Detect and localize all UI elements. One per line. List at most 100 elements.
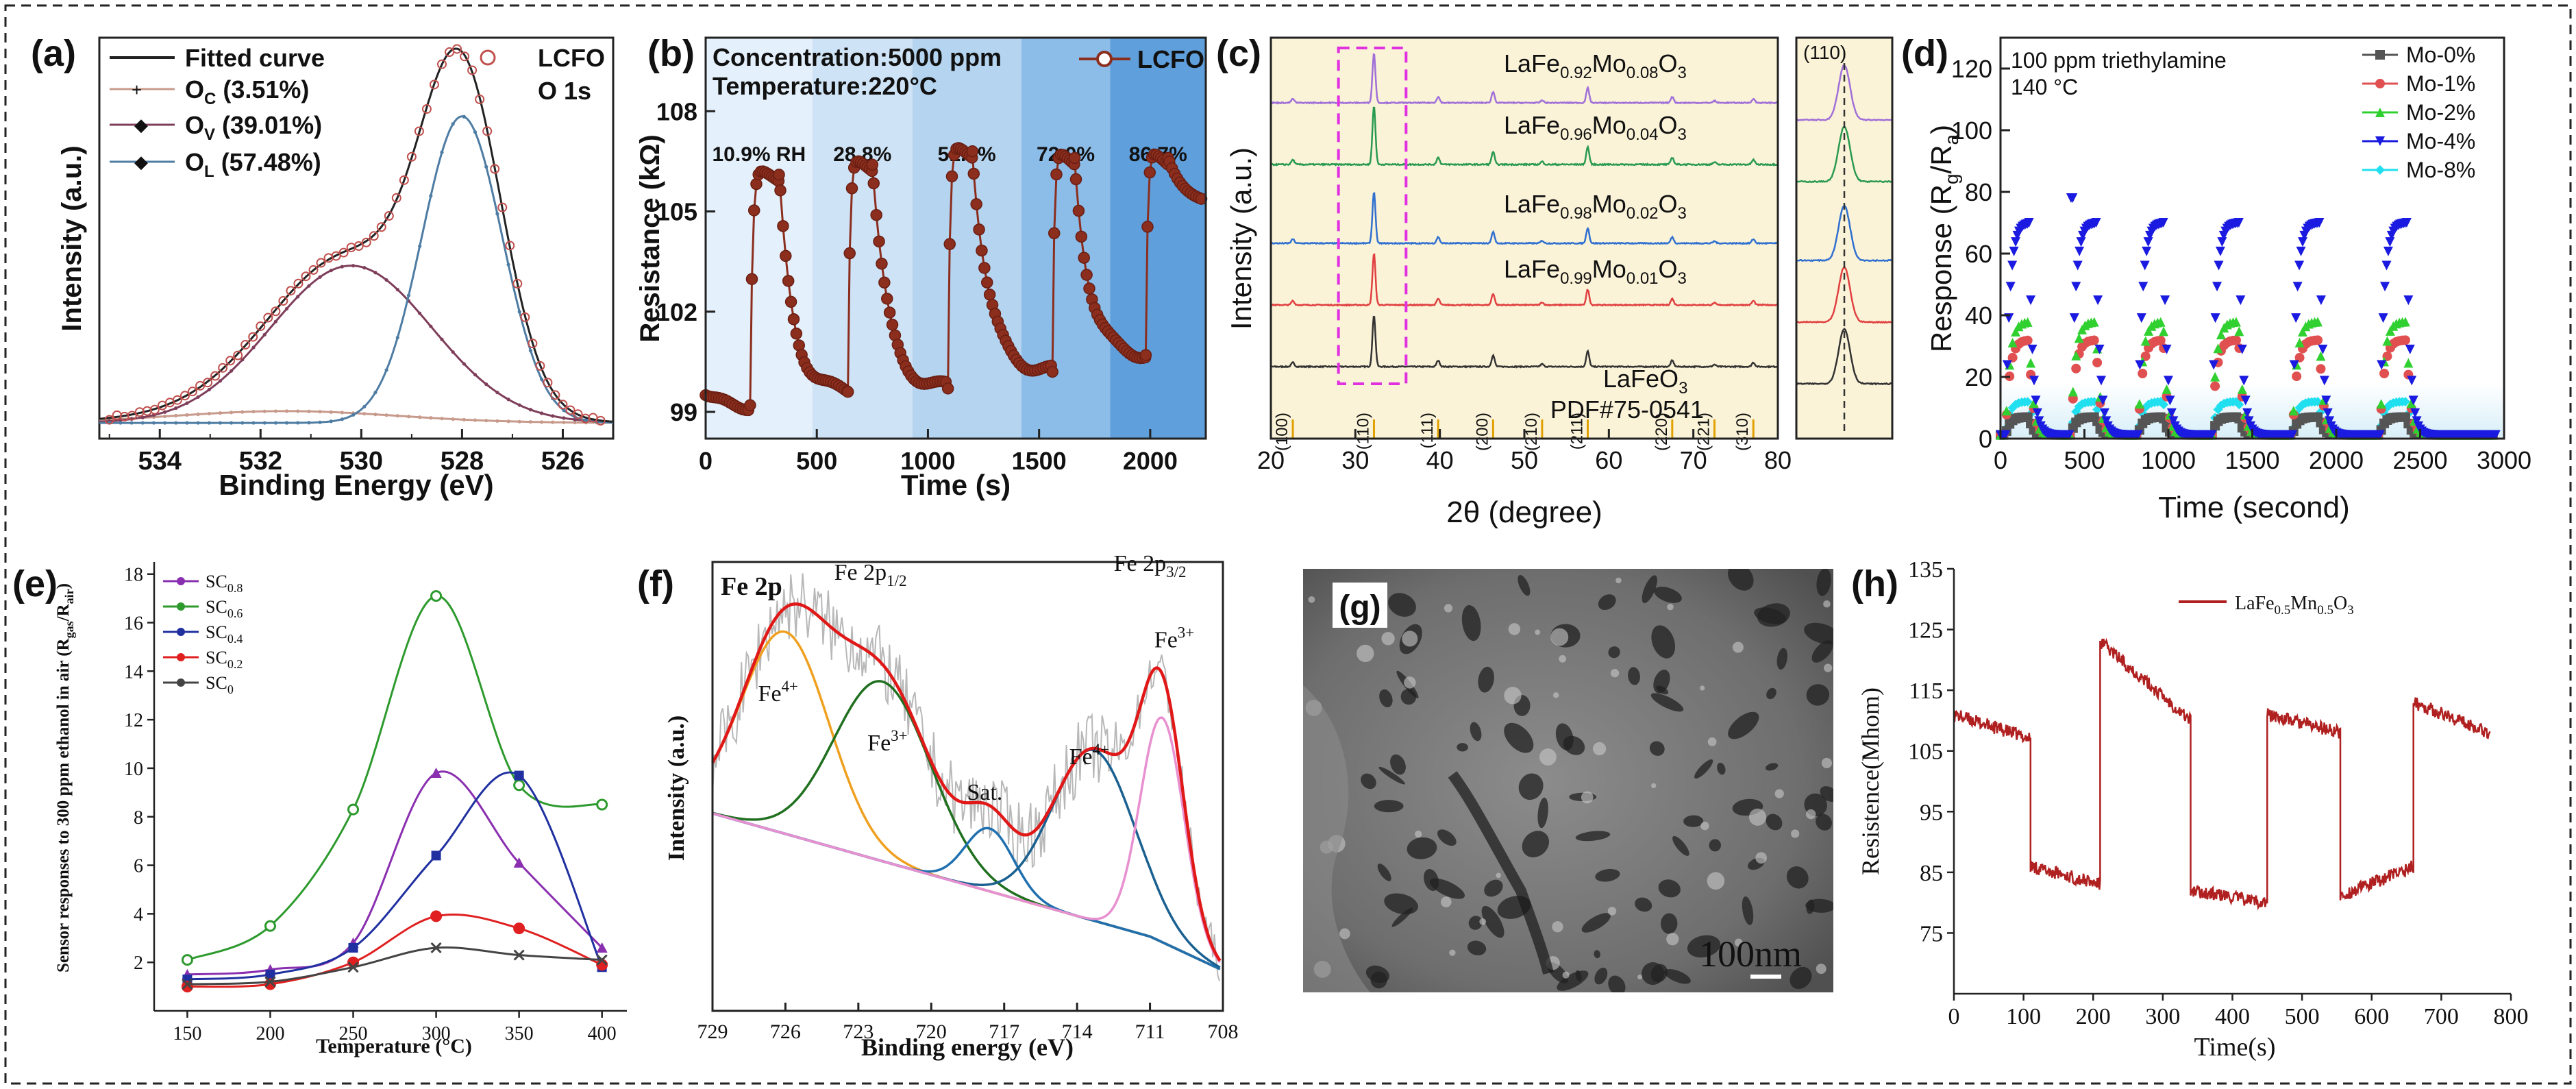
x-tick-label: 708 <box>1208 1020 1239 1043</box>
svg-text:◆: ◆ <box>134 114 148 135</box>
legend-marker <box>177 653 185 661</box>
x-tick-label: 350 <box>505 1023 534 1044</box>
pore <box>1594 950 1600 959</box>
data-point <box>2007 352 2018 363</box>
lcfo-data-point <box>976 244 988 257</box>
particle <box>1559 654 1567 663</box>
raw-data-point <box>543 378 553 388</box>
sample-label-o1s: O 1s <box>538 77 591 105</box>
data-point <box>2316 295 2326 306</box>
peak-ov-marker <box>395 288 399 292</box>
pore <box>1563 735 1585 755</box>
peak-annotation: Fe 2p1/2 <box>834 560 907 589</box>
panel-e-ticks: 150 200 250 300 350 400 2 4 6 8 10 12 14 16 18 <box>124 565 617 1044</box>
peak-oc-marker <box>484 419 488 423</box>
particle <box>1610 669 1620 678</box>
y-tick-label: 105 <box>1908 739 1943 765</box>
peak-ol-marker <box>562 408 566 413</box>
data-point <box>2071 282 2081 292</box>
formula-part: 0.92 <box>1560 64 1592 82</box>
y-tick-label: 2 <box>134 953 143 974</box>
peak-oc-marker <box>196 412 200 417</box>
panel-h-legend: LaFe0.5Mn0.5O3 <box>2179 593 2354 617</box>
pore <box>1656 685 1669 695</box>
x-tick-label: 500 <box>796 447 837 475</box>
y-tick-label: 14 <box>124 661 143 683</box>
particle <box>1440 896 1452 907</box>
pore <box>1651 625 1676 659</box>
pore <box>1400 689 1417 705</box>
lcfo-data-point <box>973 223 985 236</box>
y-tick-label: 85 <box>1920 861 1943 886</box>
pore <box>1518 773 1544 800</box>
lcfo-data-point <box>843 247 856 260</box>
data-point <box>2380 282 2390 292</box>
raw-data-point <box>210 371 221 381</box>
data-point <box>2164 376 2173 386</box>
raw-data-point <box>437 59 447 69</box>
data-point <box>2233 218 2244 228</box>
lcfo-data-point <box>886 319 899 331</box>
pore <box>1642 962 1665 986</box>
lcfo-data-point <box>1048 227 1061 240</box>
xrd-pattern-line <box>1270 253 1778 307</box>
peak-ol-marker <box>440 150 444 154</box>
raw-data-point <box>271 306 281 317</box>
peak-ov-marker <box>484 382 488 387</box>
peak-oc-marker <box>318 410 322 414</box>
peak-oc-marker <box>384 413 388 417</box>
panel-f-ticks: 729 726 723 720 717 714 711 708 <box>697 1003 1239 1043</box>
x-tick-label: 720 <box>916 1020 947 1043</box>
pore <box>1728 711 1759 739</box>
raw-data-point <box>475 94 485 104</box>
particle <box>1700 685 1705 691</box>
x-tick-label: 70 <box>1680 446 1707 474</box>
data-point <box>2075 246 2085 256</box>
formula-part: LaFe <box>1504 111 1560 139</box>
pore <box>1765 763 1779 771</box>
peak-ol-marker <box>230 421 234 425</box>
panel-h: (h) 0 100 200 300 400 500 600 700 800 75 85 95 105 11… <box>1851 557 2529 1062</box>
pore <box>1388 593 1416 617</box>
data-point <box>2143 237 2153 247</box>
y-tick-label: 135 <box>1908 557 1943 583</box>
pore <box>1766 687 1776 700</box>
lcfo-data-point <box>945 170 958 183</box>
y-tick-label: 8 <box>134 807 143 829</box>
pore <box>1595 868 1620 882</box>
pore <box>1649 741 1665 756</box>
peak-ov-marker <box>307 284 311 288</box>
peak-annotation: Fe3+ <box>867 727 907 756</box>
data-point <box>2068 387 2078 397</box>
particle <box>1821 757 1832 768</box>
data-point <box>347 803 360 816</box>
data-point <box>2318 344 2328 354</box>
particle <box>1607 907 1617 916</box>
data-point <box>2237 384 2247 394</box>
peak-ov-marker <box>373 271 377 275</box>
peak-oc-marker <box>329 410 333 414</box>
raw-data-point <box>172 395 182 405</box>
pore <box>1687 935 1721 958</box>
formula-part: 3 <box>1678 269 1687 288</box>
raw-data-point <box>188 387 198 397</box>
pore <box>1594 967 1608 985</box>
raw-data-point <box>263 313 273 323</box>
x-tick-label: 80 <box>1764 446 1792 474</box>
data-point <box>2400 335 2410 345</box>
y-tick-label: 120 <box>1951 55 1992 83</box>
data-point <box>2001 406 2011 416</box>
peak-oc-marker <box>506 419 510 424</box>
particle <box>1552 921 1563 933</box>
peak-annotation: Fe3+ <box>1154 624 1194 652</box>
data-point <box>2140 336 2151 346</box>
y-tick-label: 6 <box>134 856 143 877</box>
data-point <box>2231 335 2241 345</box>
particle <box>1402 631 1418 647</box>
lcfo-data-point <box>943 238 956 250</box>
data-point <box>2072 260 2083 271</box>
panel-c: (c) (100) (110) (111) (200) (210) (211) (220)(… <box>1216 33 1894 529</box>
formula-part: Mo <box>1592 255 1626 283</box>
formula-part: 0.99 <box>1560 269 1592 288</box>
peak-oc-marker <box>185 413 189 417</box>
